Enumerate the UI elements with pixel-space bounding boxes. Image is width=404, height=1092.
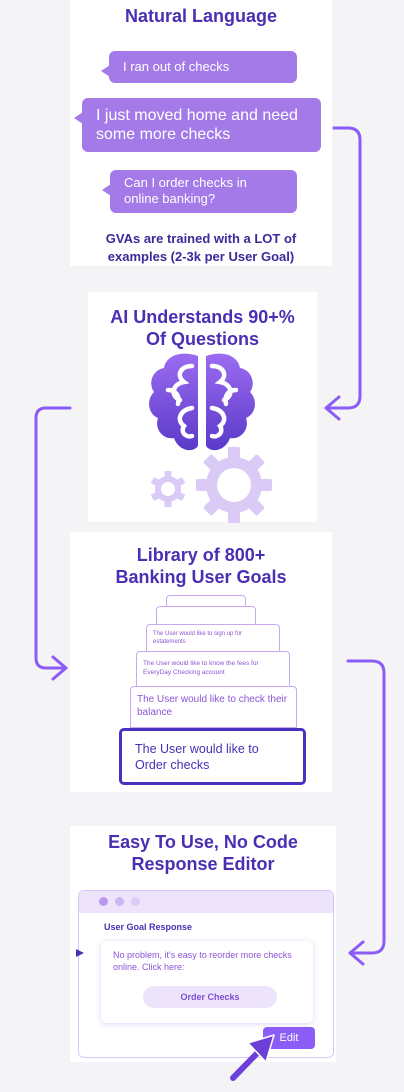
window-dot-3: [131, 897, 140, 906]
arrow-panel3-to-panel4: [346, 659, 386, 955]
order-checks-button[interactable]: Order Checks: [143, 986, 277, 1008]
editor-window: User Goal Response No problem, it's easy…: [78, 890, 334, 1058]
brain-with-gears-icon: [149, 353, 272, 523]
editor-titlebar: [79, 891, 333, 913]
goal-card-order-checks: The User would like to Order checks: [135, 742, 259, 772]
goal-card-fees: The User would like to know the fees for…: [143, 660, 259, 676]
window-dot-1: [99, 897, 108, 906]
response-text: No problem, it's easy to reorder more ch…: [113, 950, 292, 972]
response-editor-title: Easy To Use, No Code Response Editor: [108, 832, 298, 874]
window-dot-2: [115, 897, 124, 906]
chat-bubble-3: Can I order checks in online banking?: [102, 170, 297, 213]
goal-card-selected[interactable]: The User would like to Order checks: [119, 728, 306, 785]
chat-bubble-2-text: I just moved home and need some more che…: [96, 107, 298, 143]
user-goals-panel: Library of 800+ Banking User Goals The U…: [70, 532, 332, 792]
goal-card: The User would like to sign up for estat…: [146, 624, 280, 654]
goal-card: [156, 606, 256, 626]
goal-card: The User would like to check their balan…: [130, 686, 297, 728]
ai-understands-title: AI Understands 90+% Of Questions: [110, 307, 295, 349]
user-goals-title: Library of 800+ Banking User Goals: [115, 545, 287, 587]
arrow-head: [51, 655, 68, 681]
edit-button-label: Edit: [279, 1032, 299, 1044]
ai-understands-panel: AI Understands 90+% Of Questions: [88, 292, 317, 523]
edit-button[interactable]: Edit: [263, 1027, 315, 1049]
response-box[interactable]: No problem, it's easy to reorder more ch…: [101, 941, 313, 1023]
response-editor-panel: Easy To Use, No Code Response Editor Use…: [70, 826, 336, 1062]
goal-card-estatements: The User would like to sign up for estat…: [153, 631, 243, 645]
arrow-panel2-to-panel3: [34, 406, 72, 670]
chat-bubble-1: I ran out of checks: [101, 51, 297, 83]
arrow-head: [348, 940, 365, 966]
editor-label: User Goal Response: [104, 922, 193, 932]
training-note: GVAs are trained with a LOT of examples …: [105, 231, 297, 264]
goal-card-balance: The User would like to check their balan…: [137, 694, 288, 718]
natural-language-panel: Natural Language I ran out of checks I j…: [70, 0, 332, 266]
chat-bubble-2: I just moved home and need some more che…: [74, 98, 321, 152]
chat-bubble-1-text: I ran out of checks: [123, 59, 230, 74]
arrow-head: [324, 395, 341, 421]
natural-language-title: Natural Language: [124, 6, 278, 26]
goal-card: The User would like to know the fees for…: [136, 651, 290, 687]
order-checks-button-label: Order Checks: [180, 992, 240, 1002]
chat-bubble-3-text: Can I order checks in online banking?: [124, 175, 247, 206]
